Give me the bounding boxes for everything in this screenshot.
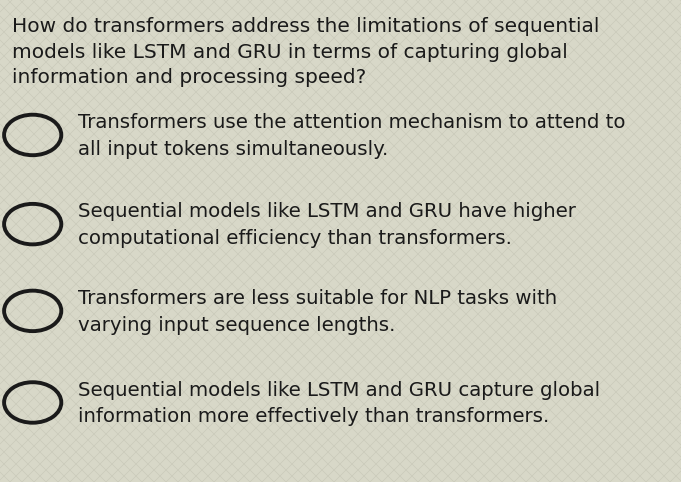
Text: Transformers use the attention mechanism to attend to
all input tokens simultane: Transformers use the attention mechanism… [78,113,626,159]
Text: Sequential models like LSTM and GRU capture global
information more effectively : Sequential models like LSTM and GRU capt… [78,381,601,426]
Text: Transformers are less suitable for NLP tasks with
varying input sequence lengths: Transformers are less suitable for NLP t… [78,289,558,335]
Text: How do transformers address the limitations of sequential
models like LSTM and G: How do transformers address the limitati… [12,17,600,87]
Text: Sequential models like LSTM and GRU have higher
computational efficiency than tr: Sequential models like LSTM and GRU have… [78,202,576,248]
